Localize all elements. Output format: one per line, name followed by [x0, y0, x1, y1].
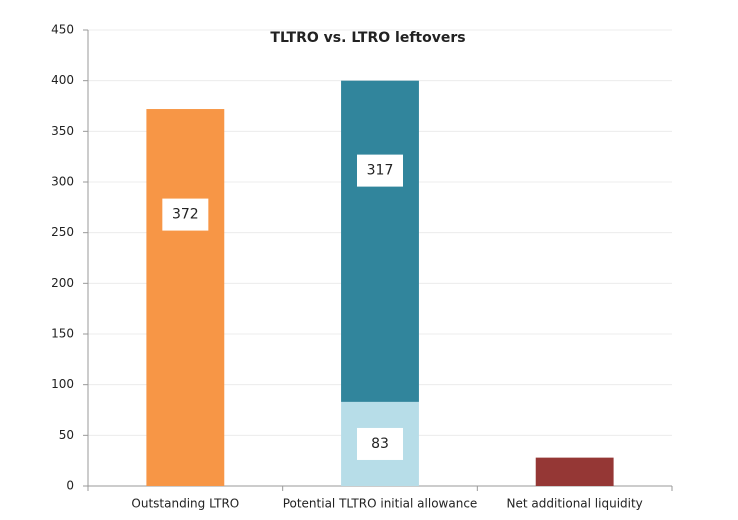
chart-title: TLTRO vs. LTRO leftovers	[270, 30, 465, 46]
label-box	[357, 154, 403, 187]
y-tick-label: 400	[51, 73, 74, 87]
data-label: 83	[371, 436, 389, 452]
y-tick-label: 250	[51, 225, 74, 239]
data-label: 372	[172, 207, 199, 223]
y-tick-label: 200	[51, 276, 74, 290]
y-tick-label: 350	[51, 124, 74, 138]
y-tick-label: 300	[51, 175, 74, 189]
data-label: 317	[367, 163, 394, 179]
y-tick-label: 150	[51, 327, 74, 341]
label-box	[162, 198, 209, 231]
x-tick-label: Net additional liquidity	[507, 497, 643, 511]
y-tick-label: 0	[66, 479, 74, 493]
bar	[535, 457, 614, 486]
y-tick-label: 50	[59, 428, 74, 442]
bar	[341, 80, 419, 402]
x-tick-label: Outstanding LTRO	[131, 497, 239, 511]
y-tick-label: 450	[51, 23, 74, 37]
x-tick-label: Potential TLTRO initial allowance	[283, 497, 478, 511]
y-tick-label: 100	[51, 377, 74, 391]
bar	[146, 109, 225, 486]
label-box	[357, 427, 403, 460]
